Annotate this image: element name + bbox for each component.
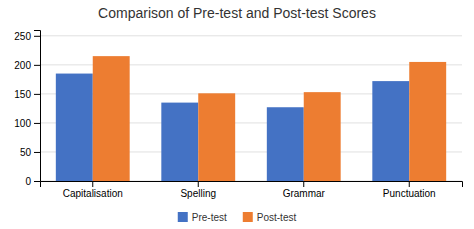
legend-label: Pre-test [192,212,227,223]
x-tick-mark [198,181,199,187]
bar [56,74,93,181]
bar [198,93,235,181]
x-axis-line [41,182,463,188]
y-tick-mark [34,36,40,37]
y-tick-label: 0 [25,176,31,187]
y-tick-mark [34,152,40,153]
chart: Comparison of Pre-test and Post-test Sco… [0,0,474,229]
bar [409,62,446,181]
x-tick-mark [409,181,410,187]
bar [304,92,341,181]
y-tick-label: 200 [14,60,31,71]
y-tick: 200 [14,60,40,71]
bar-series [93,56,446,181]
x-tick-label: Punctuation [383,188,436,199]
y-tick: 150 [14,89,40,100]
y-tick-label: 50 [20,147,32,158]
y-tick-label: 150 [14,89,31,100]
x-tick-label: Capitalisation [63,188,123,199]
x-tick: Spelling [180,181,216,199]
x-tick-label: Spelling [180,188,216,199]
bar [161,103,198,181]
x-tick: Grammar [283,181,326,199]
bars [56,56,446,181]
bar [372,81,409,181]
legend-item: Post-test [243,212,297,223]
grid [40,36,462,181]
grid-line [40,35,462,36]
legend-label: Post-test [257,212,297,223]
x-tick-mark [92,181,93,187]
legend-item: Pre-test [178,212,227,223]
y-tick: 250 [14,31,40,42]
y-tick-label: 100 [14,118,31,129]
y-tick: 0 [25,176,40,187]
y-tick-mark [34,123,40,124]
x-tick: Capitalisation [63,181,123,199]
x-tick-label: Grammar [283,188,326,199]
x-tick: Punctuation [383,181,436,199]
y-axis: 0 50 100 150 200 250 [14,31,40,187]
legend-swatch [178,212,188,222]
x-tick-mark [303,181,304,187]
title: Comparison of Pre-test and Post-test Sco… [98,5,376,21]
bar [93,56,130,181]
y-tick-mark [34,94,40,95]
y-tick-label: 250 [14,31,31,42]
y-tick: 50 [20,147,40,158]
y-tick: 100 [14,118,40,129]
y-tick-mark [34,65,40,66]
x-axis: Capitalisation Spelling Grammar Punctuation [41,181,463,199]
bar [267,107,304,181]
y-tick-mark [34,181,40,182]
y-axis-line [34,31,41,182]
legend-swatch [243,212,253,222]
legend: Pre-test Post-test [178,212,297,223]
